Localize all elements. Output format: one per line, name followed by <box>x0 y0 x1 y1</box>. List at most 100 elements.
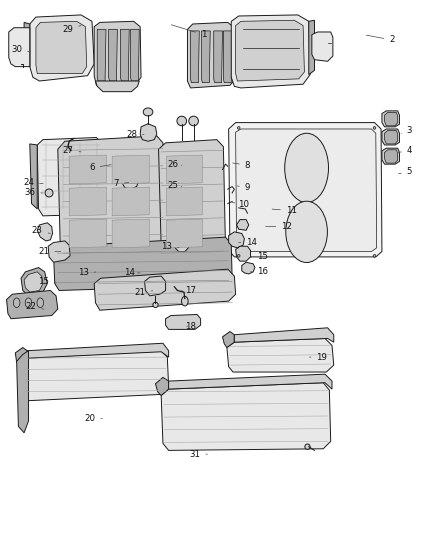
Polygon shape <box>30 15 94 81</box>
Polygon shape <box>131 29 139 81</box>
Polygon shape <box>145 276 166 296</box>
Polygon shape <box>385 112 398 126</box>
Polygon shape <box>166 155 202 184</box>
Polygon shape <box>242 262 255 274</box>
Text: 21: 21 <box>38 247 61 256</box>
Polygon shape <box>9 28 30 67</box>
Polygon shape <box>53 237 232 290</box>
Text: 17: 17 <box>182 286 196 295</box>
Text: 19: 19 <box>309 353 327 361</box>
Polygon shape <box>112 155 149 184</box>
Polygon shape <box>69 187 106 216</box>
Text: 27: 27 <box>62 146 81 155</box>
Text: 14: 14 <box>124 269 140 277</box>
Text: 4: 4 <box>399 146 412 155</box>
Ellipse shape <box>143 108 153 116</box>
Polygon shape <box>95 81 139 92</box>
Text: 16: 16 <box>251 268 268 276</box>
Polygon shape <box>236 246 251 261</box>
Polygon shape <box>191 31 199 83</box>
Text: 6: 6 <box>89 164 111 172</box>
Polygon shape <box>69 219 106 248</box>
Text: 12: 12 <box>265 222 293 231</box>
Polygon shape <box>223 332 234 348</box>
Polygon shape <box>382 148 399 164</box>
Polygon shape <box>161 383 331 450</box>
Polygon shape <box>236 20 304 81</box>
Polygon shape <box>155 377 169 395</box>
Polygon shape <box>229 123 382 257</box>
Text: 28: 28 <box>126 130 144 139</box>
Polygon shape <box>112 219 149 248</box>
Polygon shape <box>94 21 141 85</box>
Polygon shape <box>227 338 334 372</box>
Ellipse shape <box>305 444 310 449</box>
Text: 10: 10 <box>232 200 249 208</box>
Ellipse shape <box>285 133 328 203</box>
Ellipse shape <box>45 189 53 197</box>
Text: 15: 15 <box>38 277 57 286</box>
Text: 5: 5 <box>399 167 412 176</box>
Polygon shape <box>312 32 333 61</box>
Polygon shape <box>58 136 166 262</box>
Polygon shape <box>385 150 398 163</box>
Polygon shape <box>229 232 244 248</box>
Polygon shape <box>20 351 169 401</box>
Polygon shape <box>37 223 53 241</box>
Text: 13: 13 <box>78 269 96 277</box>
Text: 29: 29 <box>63 25 81 34</box>
Polygon shape <box>166 314 201 329</box>
Ellipse shape <box>153 302 158 308</box>
Ellipse shape <box>189 116 198 126</box>
Polygon shape <box>15 348 27 365</box>
Text: 25: 25 <box>167 181 182 190</box>
Polygon shape <box>140 124 157 141</box>
Ellipse shape <box>181 296 188 306</box>
Polygon shape <box>385 131 398 144</box>
Text: 36: 36 <box>24 189 43 197</box>
Polygon shape <box>234 328 334 342</box>
Ellipse shape <box>373 255 376 257</box>
Polygon shape <box>169 374 332 389</box>
Text: 22: 22 <box>25 302 44 311</box>
Ellipse shape <box>177 116 187 126</box>
Polygon shape <box>382 111 399 127</box>
Polygon shape <box>201 31 210 83</box>
Polygon shape <box>120 29 129 81</box>
Text: 2: 2 <box>366 35 395 44</box>
Polygon shape <box>231 15 310 88</box>
Text: 15: 15 <box>250 253 268 261</box>
Polygon shape <box>7 290 58 319</box>
Polygon shape <box>237 220 249 230</box>
Ellipse shape <box>13 298 20 308</box>
Polygon shape <box>36 21 87 74</box>
Ellipse shape <box>237 255 240 257</box>
Polygon shape <box>122 169 139 189</box>
Polygon shape <box>309 20 314 75</box>
Ellipse shape <box>25 298 32 308</box>
Ellipse shape <box>286 201 327 263</box>
Polygon shape <box>94 269 236 310</box>
Text: 1: 1 <box>171 25 206 39</box>
Polygon shape <box>17 351 28 433</box>
Ellipse shape <box>373 127 376 130</box>
Ellipse shape <box>237 127 240 130</box>
Text: 23: 23 <box>32 226 50 235</box>
Polygon shape <box>24 22 30 67</box>
Text: 9: 9 <box>237 183 250 192</box>
Text: 3: 3 <box>401 126 412 135</box>
Polygon shape <box>69 155 106 184</box>
Text: 24: 24 <box>23 178 43 187</box>
Polygon shape <box>112 187 149 216</box>
Polygon shape <box>109 29 117 81</box>
Text: 31: 31 <box>189 450 208 458</box>
Text: 13: 13 <box>161 242 179 251</box>
Polygon shape <box>37 138 103 216</box>
Ellipse shape <box>37 298 43 308</box>
Polygon shape <box>27 343 169 358</box>
Text: 20: 20 <box>84 414 102 423</box>
Polygon shape <box>187 22 236 88</box>
Text: 30: 30 <box>11 45 30 53</box>
Text: 8: 8 <box>233 161 250 169</box>
Polygon shape <box>166 187 202 216</box>
